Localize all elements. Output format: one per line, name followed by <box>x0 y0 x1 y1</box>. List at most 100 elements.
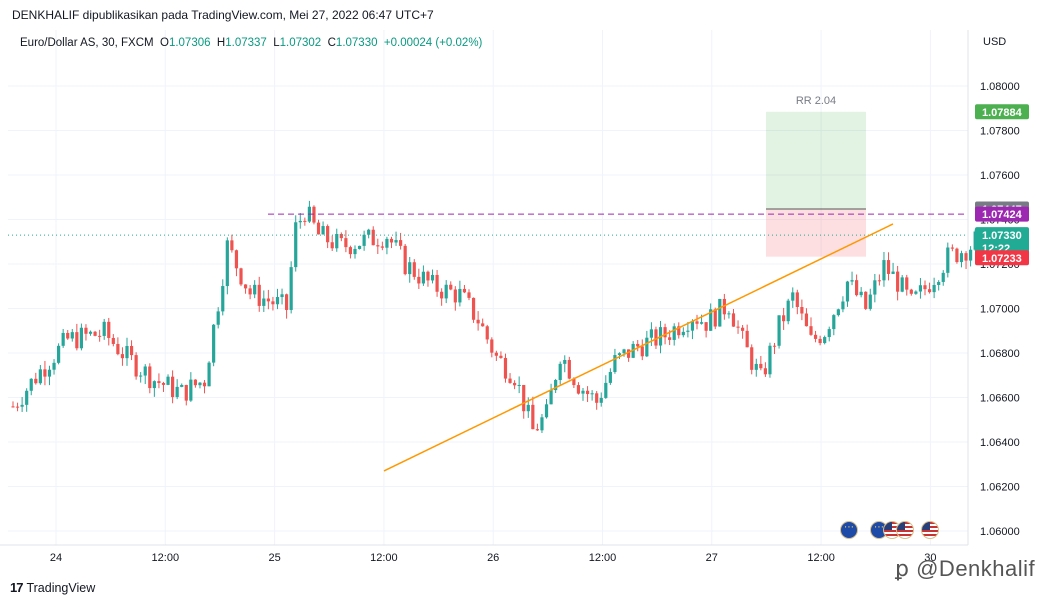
candle-body <box>421 271 425 284</box>
candle-body <box>813 334 818 339</box>
candle-body <box>795 292 799 307</box>
candle-body <box>440 291 444 299</box>
candle-body <box>157 381 161 383</box>
candle-body <box>809 326 813 335</box>
candle-body <box>98 335 102 337</box>
symbol-name[interactable]: Euro/Dollar AS, 30, FXCM <box>20 37 154 49</box>
candle-body <box>25 390 29 405</box>
candle-body <box>462 288 467 293</box>
candle-body <box>253 284 257 295</box>
candle-body <box>11 406 15 408</box>
current-price-tag[interactable] <box>975 227 1029 256</box>
candle-body <box>754 363 758 370</box>
candle-body <box>841 301 845 310</box>
level-price-tag-label: 1.07424 <box>982 209 1023 221</box>
candle-body <box>950 247 954 249</box>
time-tick: 12:00 <box>807 552 835 564</box>
candle-body <box>558 363 562 380</box>
candle-body <box>595 393 599 403</box>
candle-body <box>29 378 33 391</box>
position-profit-zone[interactable] <box>766 111 866 210</box>
trendline[interactable] <box>383 223 894 472</box>
price-tick: 1.06800 <box>980 348 1020 360</box>
candle-body <box>535 429 539 431</box>
candle-body <box>394 240 398 243</box>
tradingview-brand: TradingView <box>26 580 96 595</box>
candle-body <box>572 378 576 386</box>
candle-body <box>481 323 485 327</box>
candle-body <box>193 379 197 386</box>
candle-body <box>969 249 973 261</box>
currency-label[interactable]: USD <box>983 36 1007 48</box>
candle-body <box>198 382 202 386</box>
level-price-tag[interactable] <box>975 206 1029 222</box>
candle-body <box>503 357 508 379</box>
candle-body <box>485 326 489 340</box>
candle-body <box>686 330 690 332</box>
candle-body <box>914 291 918 294</box>
candle-body <box>362 234 366 246</box>
candle-body <box>120 354 125 359</box>
long-position-tool[interactable]: RR 2.04 <box>766 95 866 257</box>
candle-body <box>741 327 745 331</box>
candle-body <box>531 404 535 430</box>
candle-body <box>294 222 298 268</box>
candle-body <box>102 321 106 336</box>
candle-body <box>681 331 685 336</box>
us-flag-icon[interactable] <box>921 521 939 539</box>
candle-body <box>617 353 622 356</box>
candle-body <box>202 382 207 387</box>
candle-body <box>453 289 457 303</box>
stop-price-tag[interactable] <box>975 250 1029 266</box>
candle-body <box>467 292 471 298</box>
candle-body <box>303 220 307 222</box>
candle-body <box>298 220 302 223</box>
candle-body <box>207 362 211 387</box>
candle-body <box>677 326 681 336</box>
candle-body <box>248 288 252 295</box>
candle-body <box>143 366 147 376</box>
symbol-legend: Euro/Dollar AS, 30, FXCM O1.07306 H1.073… <box>20 37 482 49</box>
candle-body <box>850 280 854 282</box>
candle-body <box>152 381 156 389</box>
candle-body <box>864 291 868 309</box>
candle-body <box>262 298 266 306</box>
position-loss-zone[interactable] <box>766 209 866 257</box>
us-flag-icon[interactable] <box>896 521 914 539</box>
time-tick: 24 <box>50 552 62 564</box>
time-axis[interactable]: 24 12:00 25 12:00 26 12:00 27 12:00 30 <box>50 552 937 564</box>
candle-body <box>266 298 270 302</box>
candle-body <box>471 297 476 320</box>
candle-body <box>750 347 754 370</box>
candle-body <box>243 284 248 289</box>
candle-body <box>417 276 421 284</box>
candle-body <box>212 324 216 363</box>
price-tick: 1.07800 <box>980 126 1020 138</box>
tradingview-logo[interactable]: 17 TradingView <box>10 580 95 595</box>
target-price-tag[interactable] <box>975 104 1029 120</box>
candle-body <box>745 330 749 348</box>
candle-body <box>873 280 877 295</box>
candle-body <box>640 346 644 357</box>
candle-body <box>353 248 357 255</box>
candle-body <box>47 369 52 377</box>
candle-body <box>672 326 676 340</box>
ohlc-open: O1.07306 <box>159 37 211 49</box>
candle-body <box>909 289 913 294</box>
candle-body <box>526 404 530 412</box>
candle-body <box>376 245 380 247</box>
candle-body <box>38 369 42 384</box>
candle-body <box>171 376 175 398</box>
eu-flag-icon[interactable] <box>840 521 858 539</box>
candle-body <box>517 384 521 386</box>
candle-body <box>380 246 384 248</box>
candle-body <box>918 285 923 292</box>
candle-body <box>823 337 827 344</box>
price-axis[interactable]: 1.080001.078001.076001.074001.072001.070… <box>980 81 1020 538</box>
candle-body <box>449 284 453 290</box>
candle-body <box>367 229 371 235</box>
candle-body <box>458 288 462 303</box>
candle-body <box>15 406 20 408</box>
candle-body <box>435 274 439 292</box>
